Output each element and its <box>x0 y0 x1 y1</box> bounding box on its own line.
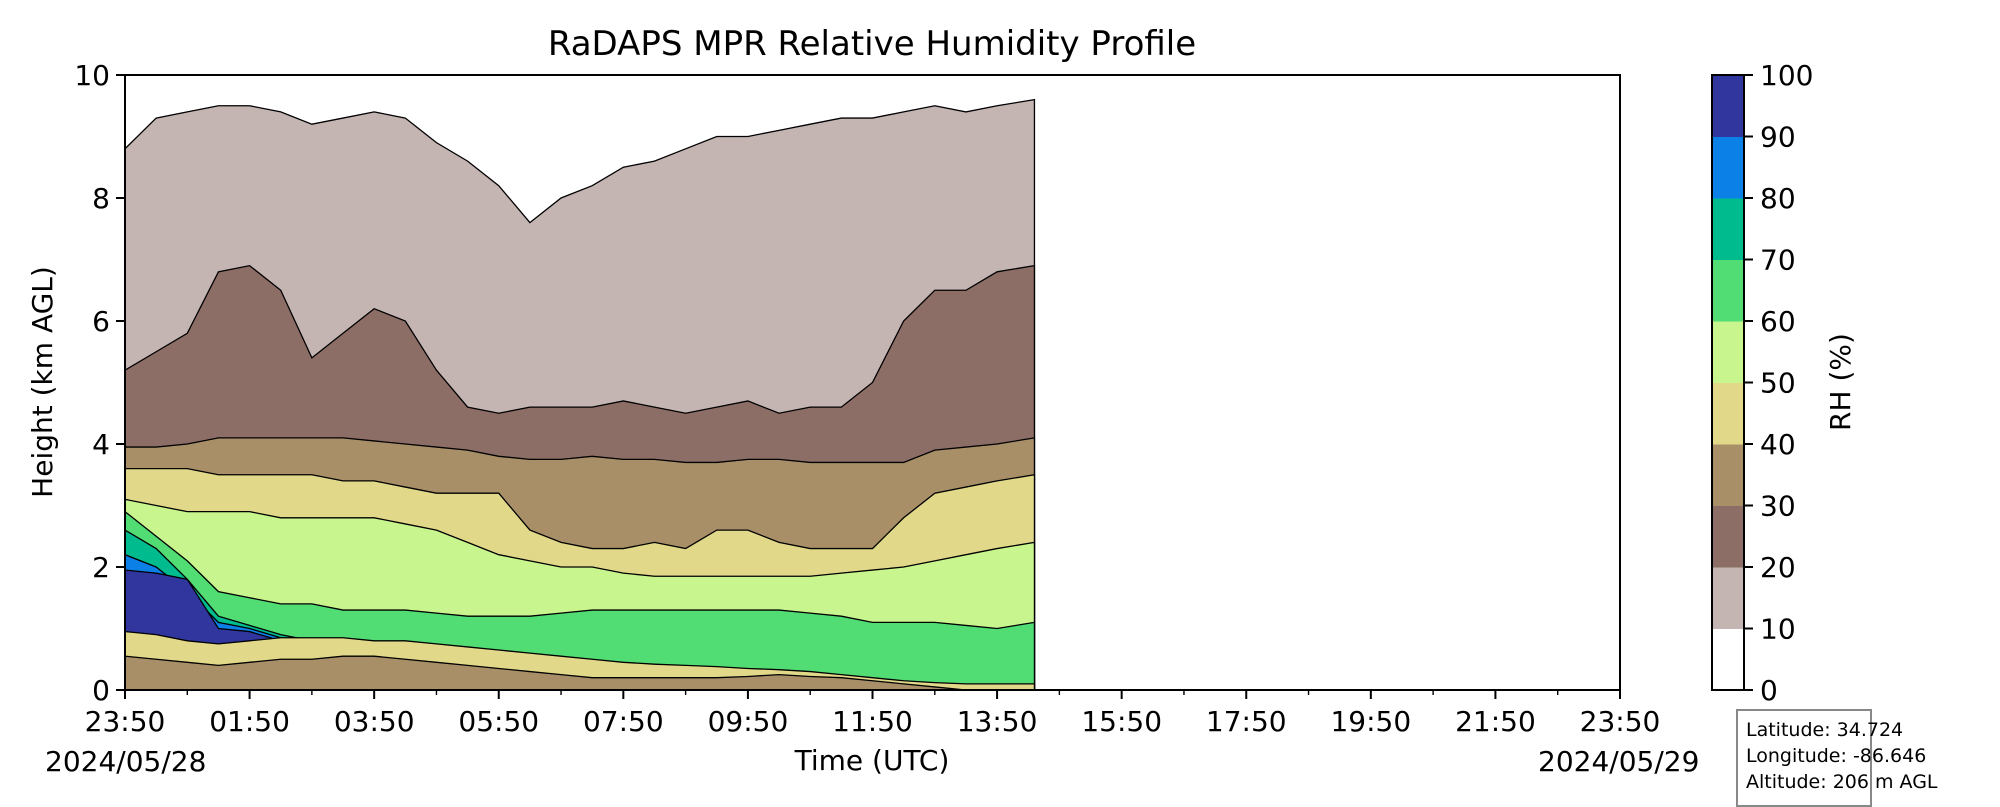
colorbar-segment <box>1711 505 1745 568</box>
colorbar: 0 10 20 30 40 50 60 70 80 90 100 <box>1711 59 1813 707</box>
y-axis: 0 2 4 6 8 10 <box>74 59 125 707</box>
latitude-text: Latitude: 34.724 <box>1746 719 1904 741</box>
y-tick-label: 2 <box>92 551 110 584</box>
x-tick-label: 23:50 <box>1580 705 1661 738</box>
y-tick-label: 8 <box>92 182 110 215</box>
chart-title: RaDAPS MPR Relative Humidity Profile <box>548 24 1196 64</box>
x-axis-label: Time (UTC) <box>794 744 950 777</box>
y-tick-label: 4 <box>92 428 110 461</box>
colorbar-tick-label: 30 <box>1760 490 1796 523</box>
contour-fill-layer <box>125 98 1036 690</box>
y-tick-label: 0 <box>92 674 110 707</box>
colorbar-segment <box>1711 259 1745 322</box>
colorbar-segment <box>1711 136 1745 199</box>
colorbar-segment <box>1711 197 1745 260</box>
x-tick-label: 07:50 <box>583 705 664 738</box>
x-tick-label: 03:50 <box>334 705 415 738</box>
altitude-text: Altitude: 206 m AGL <box>1746 771 1938 793</box>
longitude-text: Longitude: -86.646 <box>1746 745 1927 767</box>
colorbar-tick-label: 90 <box>1760 121 1796 154</box>
y-tick-label: 6 <box>92 305 110 338</box>
colorbar-tick-label: 0 <box>1760 674 1778 707</box>
x-tick-label: 17:50 <box>1206 705 1287 738</box>
end-date-label: 2024/05/29 <box>1538 745 1699 778</box>
colorbar-tick-label: 10 <box>1760 613 1796 646</box>
x-tick-label: 15:50 <box>1081 705 1162 738</box>
x-tick-label: 05:50 <box>458 705 539 738</box>
x-tick-label: 23:50 <box>85 705 166 738</box>
x-tick-label: 11:50 <box>832 705 913 738</box>
colorbar-tick-label: 60 <box>1760 305 1796 338</box>
colorbar-segment <box>1711 320 1745 383</box>
colorbar-segment <box>1711 566 1745 629</box>
y-tick-label: 10 <box>74 59 110 92</box>
colorbar-segment <box>1711 628 1745 691</box>
colorbar-segment <box>1711 443 1745 506</box>
colorbar-tick-label: 20 <box>1760 551 1796 584</box>
colorbar-tick-label: 40 <box>1760 428 1796 461</box>
x-tick-label: 21:50 <box>1455 705 1536 738</box>
colorbar-segment <box>1711 382 1745 445</box>
colorbar-tick-label: 100 <box>1760 59 1813 92</box>
x-tick-label: 09:50 <box>708 705 789 738</box>
surface-band-40 <box>125 655 1035 690</box>
colorbar-tick-label: 50 <box>1760 367 1796 400</box>
x-tick-label: 19:50 <box>1330 705 1411 738</box>
y-axis-label: Height (km AGL) <box>26 266 59 498</box>
colorbar-tick-label: 70 <box>1760 244 1796 277</box>
x-tick-label: 13:50 <box>957 705 1038 738</box>
station-info-box: Latitude: 34.724 Longitude: -86.646 Alti… <box>1736 709 1938 807</box>
x-tick-label: 01:50 <box>209 705 290 738</box>
start-date-label: 2024/05/28 <box>45 745 206 778</box>
colorbar-segment <box>1711 74 1745 137</box>
colorbar-tick-label: 80 <box>1760 182 1796 215</box>
colorbar-label: RH (%) <box>1824 333 1857 431</box>
x-axis: 23:50 01:50 03:50 05:50 07:50 09:50 11:50 13:50… <box>85 690 1661 738</box>
